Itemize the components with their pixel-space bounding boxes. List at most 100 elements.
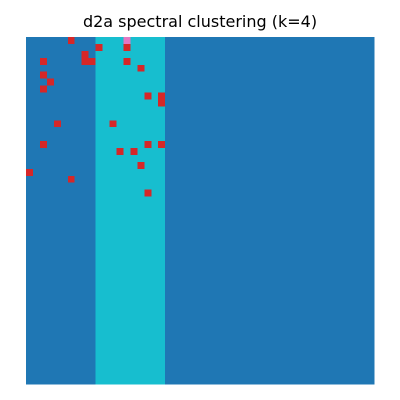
heatmap-cell: [304, 175, 312, 184]
heatmap-cell: [193, 266, 201, 274]
heatmap-cell: [276, 50, 284, 59]
heatmap-cell: [332, 286, 340, 295]
heatmap-cell: [144, 127, 152, 135]
heatmap-cell: [200, 113, 208, 121]
heatmap-cell: [46, 272, 55, 281]
heatmap-cell: [179, 50, 187, 59]
heatmap-cell: [81, 203, 90, 211]
heatmap-cell: [81, 37, 90, 45]
heatmap-cell: [332, 203, 340, 211]
heatmap-cell: [227, 279, 236, 288]
heatmap-cell: [283, 50, 291, 59]
heatmap-cell: [193, 64, 201, 73]
heatmap-cell: [276, 141, 284, 149]
heatmap-cell: [213, 106, 222, 114]
heatmap-cell: [248, 203, 257, 211]
heatmap-cell: [158, 210, 166, 218]
heatmap-cell: [109, 300, 117, 309]
heatmap-cell: [39, 377, 48, 385]
heatmap-cell: [241, 238, 250, 246]
heatmap-cell: [353, 196, 361, 204]
heatmap-cell: [255, 293, 264, 302]
heatmap-cell: [109, 175, 117, 184]
heatmap-cell: [290, 182, 298, 191]
heatmap-cell: [346, 50, 354, 59]
heatmap-cell: [304, 92, 312, 100]
heatmap-cell: [74, 293, 83, 302]
heatmap-cell: [32, 50, 41, 59]
heatmap-cell: [158, 266, 166, 274]
heatmap-cell: [360, 120, 368, 128]
heatmap-cell: [262, 78, 270, 86]
heatmap-cell: [46, 349, 55, 357]
heatmap-cell: [367, 64, 375, 73]
heatmap-cell: [123, 231, 131, 239]
heatmap-cell: [74, 50, 83, 59]
heatmap-cell: [304, 120, 312, 128]
heatmap-cell: [318, 78, 326, 86]
heatmap-cell: [151, 245, 159, 253]
heatmap-cell: [88, 85, 96, 93]
heatmap-cell: [26, 293, 34, 302]
heatmap-cell: [74, 363, 83, 371]
heatmap-cell: [81, 57, 90, 66]
heatmap-cell: [109, 189, 117, 198]
heatmap-cell: [248, 356, 257, 364]
heatmap-cell: [137, 279, 145, 288]
heatmap-cell: [172, 307, 180, 315]
heatmap-cell: [158, 300, 166, 309]
heatmap-cell: [179, 335, 187, 343]
heatmap-cell: [339, 342, 347, 350]
heatmap-cell: [137, 300, 145, 309]
heatmap-cell: [269, 377, 277, 385]
heatmap-cell: [262, 85, 270, 93]
heatmap-cell: [39, 154, 48, 163]
heatmap-cell: [276, 37, 284, 45]
heatmap-cell: [46, 259, 55, 267]
heatmap-cell: [255, 99, 264, 107]
heatmap-cell: [346, 363, 354, 371]
heatmap-cell: [290, 175, 298, 184]
heatmap-cell: [151, 154, 159, 163]
heatmap-cell: [144, 210, 152, 218]
heatmap-cell: [227, 210, 236, 218]
heatmap-cell: [39, 196, 48, 204]
heatmap-cell: [74, 245, 83, 253]
heatmap-cell: [130, 314, 138, 322]
heatmap-cell: [346, 78, 354, 86]
heatmap-cell: [130, 168, 138, 177]
heatmap-cell: [137, 245, 145, 253]
heatmap-cell: [213, 342, 222, 350]
heatmap-cell: [165, 224, 173, 232]
heatmap-cell: [353, 300, 361, 309]
heatmap-cell: [137, 356, 145, 364]
heatmap-cell: [32, 238, 41, 246]
heatmap-cell: [200, 57, 208, 66]
heatmap-cell: [276, 196, 284, 204]
heatmap-cell: [234, 370, 243, 378]
heatmap-cell: [26, 99, 34, 107]
heatmap-cell: [200, 120, 208, 128]
heatmap-cell: [227, 196, 236, 204]
heatmap-cell: [165, 252, 173, 260]
heatmap-cell: [137, 266, 145, 274]
heatmap-cell: [227, 328, 236, 336]
heatmap-cell: [227, 363, 236, 371]
heatmap-cell: [262, 377, 270, 385]
heatmap-cell: [137, 370, 145, 378]
heatmap-cell: [290, 356, 298, 364]
heatmap-cell: [109, 342, 117, 350]
heatmap-cell: [304, 217, 312, 225]
heatmap-cell: [276, 335, 284, 343]
heatmap-cell: [95, 342, 103, 350]
heatmap-cell: [206, 196, 215, 204]
heatmap-cell: [255, 314, 264, 322]
heatmap-cell: [39, 134, 48, 142]
heatmap-cell: [269, 279, 277, 288]
heatmap-cell: [46, 356, 55, 364]
heatmap-cell: [179, 57, 187, 66]
heatmap-cell: [32, 224, 41, 232]
heatmap-cell: [123, 335, 131, 343]
heatmap-cell: [151, 300, 159, 309]
heatmap-cell: [339, 377, 347, 385]
